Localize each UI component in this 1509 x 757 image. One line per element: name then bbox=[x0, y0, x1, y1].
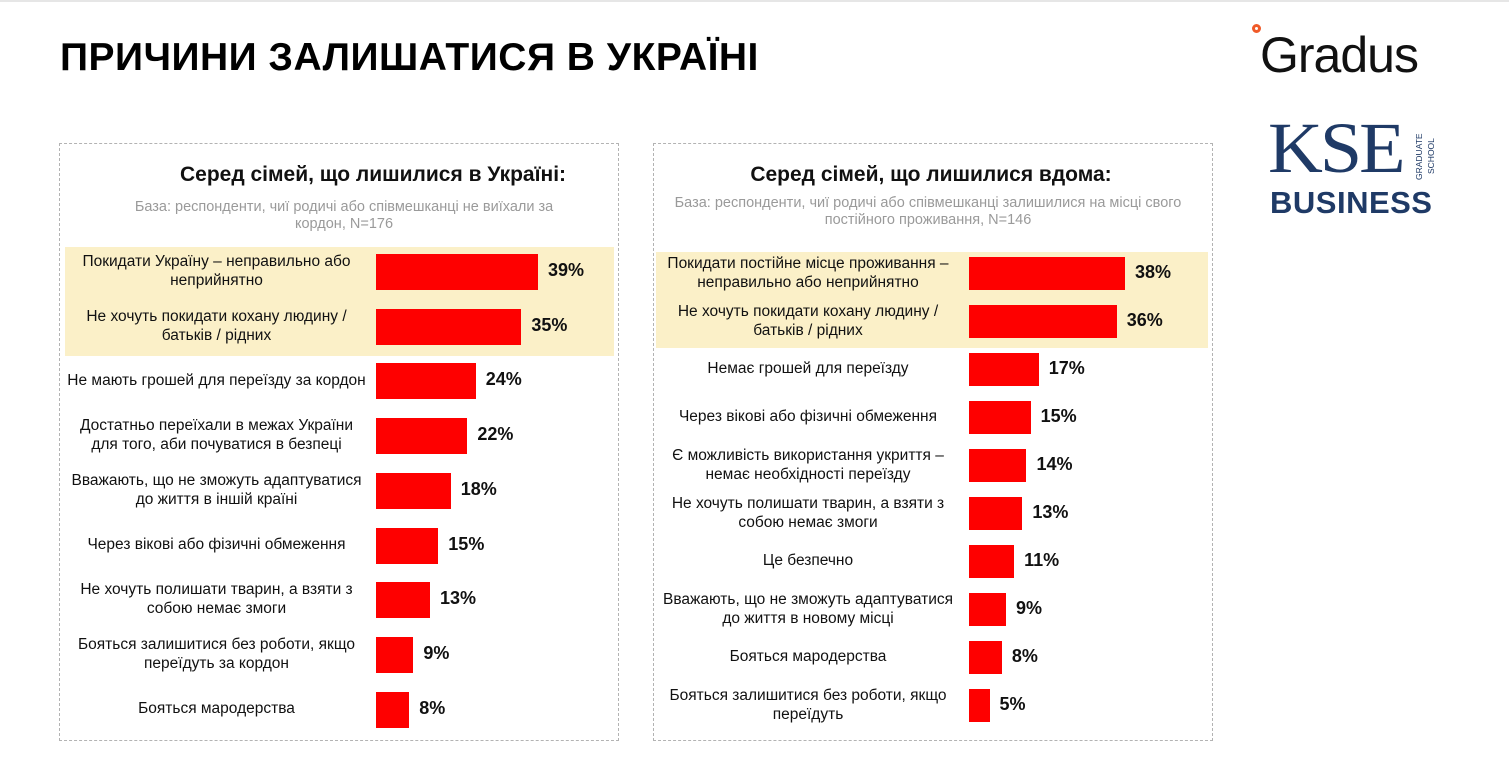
bar-value-label: 14% bbox=[1036, 453, 1073, 474]
top-divider bbox=[0, 0, 1509, 2]
bar-value-label: 11% bbox=[1024, 549, 1060, 570]
bar-category-label: Вважають, що не зможуть адаптуватися до … bbox=[663, 590, 953, 627]
bar-value-label: 13% bbox=[440, 588, 477, 609]
bar-row: Бояться залишитися без роботи, якщо пере… bbox=[60, 635, 618, 673]
bar-row: Є можливість використання укриття – нема… bbox=[654, 446, 1212, 483]
gradus-logo: Gradus bbox=[1250, 22, 1460, 84]
bar-row: Немає грошей для переїзду 17% bbox=[654, 353, 1212, 386]
bar-category-label: Бояться залишитися без роботи, якщо пере… bbox=[669, 686, 947, 723]
bar-row: Не хочуть покидати кохану людину / батьк… bbox=[654, 302, 1212, 339]
bar bbox=[969, 353, 1039, 386]
bar bbox=[969, 689, 990, 722]
bar bbox=[376, 418, 468, 455]
bar-category-label: Бояться мародерства bbox=[138, 700, 295, 718]
bar-category-label: Вважають, що не зможуть адаптуватися до … bbox=[71, 471, 362, 508]
bar-row: Бояться мародерства 8% bbox=[654, 641, 1212, 674]
bar bbox=[376, 363, 476, 400]
bar-value-label: 18% bbox=[460, 478, 497, 499]
bar bbox=[376, 636, 414, 673]
bar bbox=[969, 593, 1006, 626]
kse-business-logo: KSE GRADUATE SCHOOL BUSINESS bbox=[1268, 112, 1458, 222]
bar-category-label: Бояться мародерства bbox=[729, 648, 887, 666]
bar bbox=[376, 254, 538, 290]
bar-row: Достатньо переїхали в межах України для … bbox=[60, 417, 618, 455]
chart-panel-at-home: Серед сімей, що лишилися вдома: База: ре… bbox=[653, 143, 1213, 741]
bar-category-label: Покидати постійне місце проживання – неп… bbox=[667, 254, 949, 291]
bar bbox=[969, 641, 1002, 674]
bar-row: Не хочуть покидати кохану людину / батьк… bbox=[60, 307, 618, 345]
bar-category-label: Не хочуть полишати тварин, а взяти з соб… bbox=[671, 494, 945, 531]
gradus-dot-icon bbox=[1252, 24, 1261, 33]
bar bbox=[376, 472, 451, 509]
bar-category-label: Через вікові або фізичні обмеження bbox=[678, 408, 938, 426]
chart-base-note: База: респонденти, чиї родичі або співме… bbox=[674, 195, 1182, 228]
bar-value-label: 8% bbox=[1011, 645, 1038, 666]
kse-graduate-school: GRADUATE SCHOOL bbox=[1414, 118, 1454, 186]
bar-value-label: 15% bbox=[1040, 405, 1077, 426]
bar-row: Це безпечно 11% bbox=[654, 545, 1212, 578]
bar-value-label: 22% bbox=[477, 424, 514, 445]
bar-row: Через вікові або фізичні обмеження 15% bbox=[60, 527, 618, 564]
gradus-logo-text: Gradus bbox=[1260, 27, 1419, 83]
chart-panel-in-ukraine: Серед сімей, що лишилися в Україні: База… bbox=[59, 143, 619, 741]
bar-category-label: Покидати Україну – неправильно або непри… bbox=[82, 253, 351, 289]
bar bbox=[969, 497, 1023, 530]
bar-value-label: 15% bbox=[448, 533, 485, 554]
bar bbox=[969, 257, 1125, 290]
bar-value-label: 39% bbox=[548, 260, 585, 280]
bar-row: Вважають, що не зможуть адаптуватися до … bbox=[654, 590, 1212, 627]
bar-value-label: 13% bbox=[1032, 501, 1069, 522]
bar bbox=[376, 527, 439, 564]
bar-row: Через вікові або фізичні обмеження 15% bbox=[654, 401, 1212, 434]
bar-value-label: 35% bbox=[531, 314, 568, 335]
bar-value-label: 17% bbox=[1048, 357, 1085, 378]
bar-category-label: Немає грошей для переїзду bbox=[707, 360, 909, 378]
bar-row: Не мають грошей для переїзду за кордон 24… bbox=[60, 363, 618, 400]
bar-value-label: 8% bbox=[419, 697, 446, 718]
bar bbox=[376, 308, 522, 345]
bar-category-label: Не мають грошей для переїзду за кордон bbox=[67, 371, 366, 389]
bar-category-label: Бояться залишитися без роботи, якщо пере… bbox=[77, 635, 356, 672]
bar-row: Не хочуть полишати тварин, а взяти з соб… bbox=[654, 494, 1212, 531]
bar-value-label: 36% bbox=[1126, 309, 1163, 330]
bar-row: Вважають, що не зможуть адаптуватися до … bbox=[60, 471, 618, 509]
bar-category-label: Не хочуть покидати кохану людину / батьк… bbox=[677, 302, 939, 339]
chart-base-note: База: респонденти, чиї родичі або співме… bbox=[134, 199, 554, 232]
bar-category-label: Достатньо переїхали в межах України для … bbox=[79, 417, 354, 454]
bar-category-label: Це безпечно bbox=[762, 552, 854, 570]
chart-title: Серед сімей, що лишилися вдома: bbox=[750, 163, 1112, 186]
bar-category-label: Не хочуть покидати кохану людину / батьк… bbox=[86, 307, 347, 344]
bar-category-label: Через вікові або фізичні обмеження bbox=[87, 536, 346, 554]
bar bbox=[969, 545, 1015, 578]
bar bbox=[376, 582, 430, 619]
bar-value-label: 9% bbox=[423, 642, 450, 663]
kse-logo-text: KSE bbox=[1268, 108, 1406, 188]
page-title: ПРИЧИНИ ЗАЛИШАТИСЯ В УКРАЇНІ bbox=[60, 36, 759, 79]
bar bbox=[969, 449, 1027, 482]
bar bbox=[376, 691, 410, 728]
kse-school-line2: SCHOOL bbox=[1426, 138, 1436, 174]
bar-row: Бояться залишитися без роботи, якщо пере… bbox=[654, 686, 1212, 723]
bar-row: Бояться мародерства 8% bbox=[60, 691, 618, 728]
bar-row: Не хочуть полишати тварин, а взяти з соб… bbox=[60, 581, 618, 619]
bar-value-label: 38% bbox=[1135, 261, 1172, 282]
bar-row: Покидати постійне місце проживання – неп… bbox=[654, 254, 1212, 291]
bar bbox=[969, 305, 1117, 338]
bar-value-label: 9% bbox=[1015, 597, 1042, 618]
bar-value-label: 24% bbox=[485, 369, 522, 390]
kse-school-line1: GRADUATE bbox=[1414, 133, 1424, 180]
bar-row: Покидати Україну – неправильно або непри… bbox=[60, 253, 618, 290]
bar-category-label: Не хочуть полишати тварин, а взяти з соб… bbox=[80, 581, 353, 618]
chart-title: Серед сімей, що лишилися в Україні: bbox=[179, 163, 567, 186]
kse-business-text: BUSINESS bbox=[1270, 185, 1433, 220]
bar-category-label: Є можливість використання укриття – нема… bbox=[672, 446, 944, 483]
bar-value-label: 5% bbox=[999, 693, 1026, 714]
bar bbox=[969, 401, 1031, 434]
